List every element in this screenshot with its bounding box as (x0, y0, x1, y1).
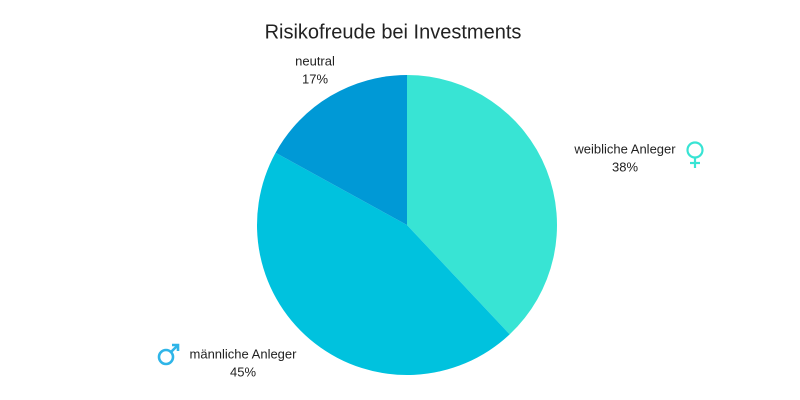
slice-label: weibliche Anleger (573, 141, 676, 156)
slice-value-label: 38% (612, 159, 638, 174)
female-icon (686, 141, 704, 168)
slice-label: neutral (295, 53, 335, 68)
slice-value-label: 17% (302, 71, 328, 86)
male-icon (157, 343, 180, 366)
pie-slice (407, 75, 557, 335)
pie-slice (256, 152, 510, 376)
pie-slice (275, 75, 407, 225)
slice-label: männliche Anleger (190, 346, 298, 361)
chart-title: Risikofreude bei Investments (265, 21, 522, 43)
slice-value-label: 45% (230, 364, 256, 379)
